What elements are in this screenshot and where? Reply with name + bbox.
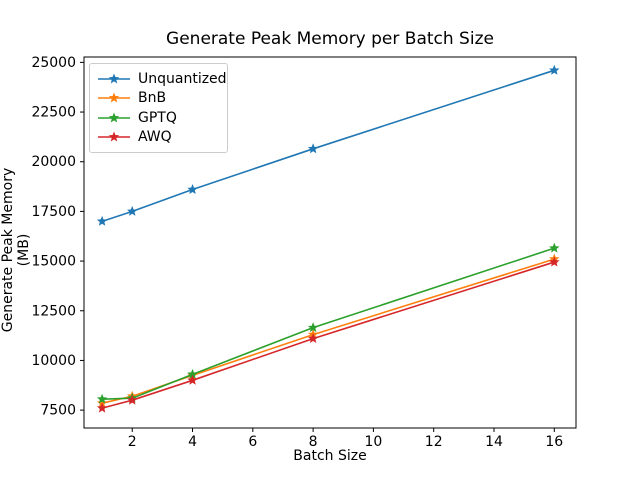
x-tick-label: 8 bbox=[309, 434, 318, 450]
y-tick-label: 12500 bbox=[31, 303, 76, 319]
data-point-marker bbox=[96, 215, 108, 226]
legend-item: GPTQ bbox=[97, 108, 219, 128]
star-icon bbox=[108, 73, 120, 84]
legend-label: AWQ bbox=[138, 129, 172, 146]
legend-swatch-bnb bbox=[98, 92, 130, 103]
x-tick-label: 14 bbox=[485, 434, 503, 450]
data-point-marker bbox=[307, 322, 319, 333]
data-point-marker bbox=[127, 394, 138, 405]
data-line bbox=[102, 247, 555, 400]
y-tick-label: 25000 bbox=[31, 55, 76, 71]
legend-item: Unquantized bbox=[97, 69, 227, 89]
legend-label: GPTQ bbox=[138, 109, 177, 126]
data-point-marker bbox=[187, 374, 198, 385]
x-axis-label: Batch Size bbox=[293, 448, 367, 464]
data-line bbox=[101, 258, 555, 404]
legend-swatch-gptq bbox=[98, 112, 130, 123]
y-tick-label: 15000 bbox=[31, 254, 76, 270]
data-point-marker bbox=[549, 242, 560, 253]
data-line bbox=[101, 261, 555, 409]
data-point-marker bbox=[187, 368, 198, 379]
x-tick-label: 6 bbox=[248, 434, 257, 450]
x-tick-label: 4 bbox=[188, 434, 197, 450]
y-tick-label: 17500 bbox=[31, 204, 76, 220]
x-tick-label: 16 bbox=[545, 434, 563, 450]
legend-swatch-awq bbox=[98, 131, 130, 142]
legend-label: Unquantized bbox=[138, 70, 227, 87]
data-point-marker bbox=[96, 402, 108, 413]
y-tick-label: 7500 bbox=[40, 403, 76, 419]
legend-item: BnB bbox=[97, 89, 219, 109]
star-icon bbox=[108, 92, 120, 103]
data-point-marker bbox=[549, 64, 560, 75]
data-point-marker bbox=[307, 333, 319, 344]
data-point-marker bbox=[127, 205, 138, 216]
data-point-marker bbox=[187, 184, 198, 194]
x-tick-label: 2 bbox=[128, 434, 137, 450]
x-tick-label: 12 bbox=[425, 434, 443, 450]
y-tick-label: 10000 bbox=[31, 353, 76, 369]
x-tick-label: 10 bbox=[364, 434, 382, 450]
data-point-marker bbox=[96, 393, 108, 404]
axes-frame bbox=[83, 56, 577, 429]
y-tick-label: 20000 bbox=[31, 154, 76, 170]
legend-item: AWQ bbox=[97, 128, 219, 148]
legend-label: BnB bbox=[138, 90, 167, 107]
data-point-marker bbox=[307, 143, 319, 154]
data-point-marker bbox=[549, 256, 560, 267]
chart-title: Generate Peak Memory per Batch Size bbox=[166, 29, 494, 49]
star-icon bbox=[108, 112, 120, 123]
star-icon bbox=[108, 131, 120, 142]
legend: Unquantized BnB GPTQ AWQ bbox=[89, 63, 228, 153]
legend-swatch-unquantized bbox=[98, 73, 130, 84]
y-axis-label: Generate Peak Memory (MB) bbox=[0, 167, 32, 333]
y-tick-label: 22500 bbox=[31, 105, 76, 121]
